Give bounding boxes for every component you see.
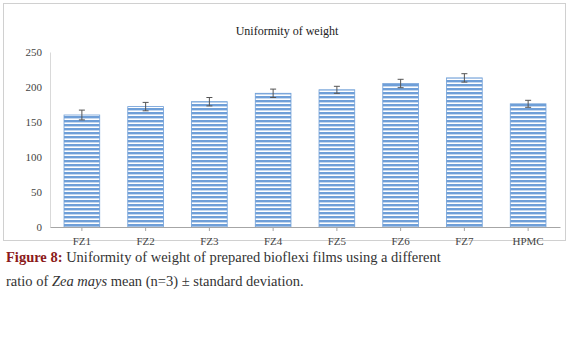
x-tick: FZ6 xyxy=(391,227,410,247)
error-bar-cap xyxy=(398,79,404,80)
bar xyxy=(192,102,228,227)
x-tick: FZ7 xyxy=(455,227,474,247)
error-bar-cap xyxy=(334,86,340,87)
error-bar xyxy=(461,74,467,82)
chart-frame xyxy=(4,4,566,241)
y-tick-label: 0 xyxy=(37,221,43,233)
bar xyxy=(255,93,291,227)
y-tick: 100 xyxy=(26,151,51,163)
caption-part: Figure 8: xyxy=(6,249,66,265)
x-tick-mark xyxy=(81,227,82,231)
error-bar xyxy=(334,86,340,93)
x-tick: FZ2 xyxy=(136,227,154,247)
error-bar xyxy=(525,100,531,107)
bar xyxy=(64,115,100,227)
x-tick-mark xyxy=(336,227,337,231)
x-tick-label: FZ2 xyxy=(136,235,154,247)
error-bar-stem xyxy=(400,79,401,87)
error-bar-cap xyxy=(270,89,276,90)
error-bar-stem xyxy=(336,86,337,93)
chart: Uniformity of weight050100150200250FZ1FZ… xyxy=(0,0,574,337)
x-tick-label: FZ4 xyxy=(264,235,283,247)
error-bar-stem xyxy=(81,110,82,120)
error-bar-cap xyxy=(461,82,467,83)
error-bar-cap xyxy=(143,102,149,103)
caption: Figure 8: Uniformity of weight of prepar… xyxy=(6,249,441,290)
x-tick: FZ3 xyxy=(200,227,219,247)
error-bar-cap xyxy=(525,100,531,101)
x-axis-line xyxy=(51,227,561,228)
x-tick-label: FZ6 xyxy=(391,235,410,247)
error-bar-stem xyxy=(528,100,529,107)
x-tick-label: FZ3 xyxy=(200,235,219,247)
y-tick: 0 xyxy=(37,221,51,233)
error-bar-cap xyxy=(79,119,85,120)
x-tick-mark xyxy=(528,227,529,231)
x-tick-mark xyxy=(145,227,146,231)
y-tick-label: 150 xyxy=(26,116,43,128)
x-tick-label: FZ5 xyxy=(328,235,347,247)
bars xyxy=(64,74,546,227)
y-axis: 0 50 100 150 200 250 xyxy=(26,46,51,233)
caption-part: mean (n=3) ± standard deviation. xyxy=(107,273,304,290)
y-tick: 50 xyxy=(31,186,50,198)
x-tick-mark xyxy=(400,227,401,231)
x-tick-mark xyxy=(273,227,274,231)
error-bar-cap xyxy=(525,107,531,108)
bar xyxy=(128,107,164,227)
chart-title: Uniformity of weight xyxy=(236,24,339,38)
bar xyxy=(447,78,483,227)
y-tick-label: 100 xyxy=(26,151,43,163)
error-bar-cap xyxy=(461,73,467,74)
error-bar-stem xyxy=(464,74,465,82)
error-bar-cap xyxy=(206,105,212,106)
x-tick-label: HPMC xyxy=(513,235,544,247)
x-tick: FZ5 xyxy=(328,227,347,247)
x-tick-label: FZ7 xyxy=(455,235,474,247)
error-bar-cap xyxy=(398,87,404,88)
error-bar-stem xyxy=(145,102,146,110)
y-tick: 250 xyxy=(26,46,51,58)
y-tick-label: 250 xyxy=(26,46,43,58)
y-tick-label: 50 xyxy=(31,186,43,198)
error-bar xyxy=(206,98,212,106)
error-bar-cap xyxy=(79,110,85,111)
error-bar xyxy=(270,89,276,97)
y-tick: 200 xyxy=(26,81,51,93)
x-tick-mark xyxy=(464,227,465,231)
x-tick: HPMC xyxy=(513,227,544,247)
error-bar xyxy=(79,110,85,120)
x-tick: FZ1 xyxy=(73,227,91,247)
x-tick-mark xyxy=(209,227,210,231)
error-bar xyxy=(398,79,404,87)
x-tick-label: FZ1 xyxy=(73,235,91,247)
bar xyxy=(319,90,355,227)
caption-part: Uniformity of weight of prepared bioflex… xyxy=(66,249,441,265)
error-bar-cap xyxy=(270,97,276,98)
error-bar-cap xyxy=(206,97,212,98)
caption-part: ratio of xyxy=(6,273,52,289)
y-tick: 150 xyxy=(26,116,51,128)
bar xyxy=(383,84,419,228)
x-axis: FZ1 FZ2 FZ3 FZ4 FZ5 FZ6 FZ7 HPMC xyxy=(51,227,561,247)
bar xyxy=(510,104,546,227)
caption-part: Zea mays xyxy=(52,273,108,289)
error-bar-cap xyxy=(334,93,340,94)
error-bar-stem xyxy=(273,89,274,97)
x-tick: FZ4 xyxy=(264,227,283,247)
error-bar-cap xyxy=(143,110,149,111)
error-bar-stem xyxy=(209,98,210,106)
y-axis-line xyxy=(50,53,51,228)
y-tick-label: 200 xyxy=(26,81,43,93)
error-bar xyxy=(143,102,149,110)
